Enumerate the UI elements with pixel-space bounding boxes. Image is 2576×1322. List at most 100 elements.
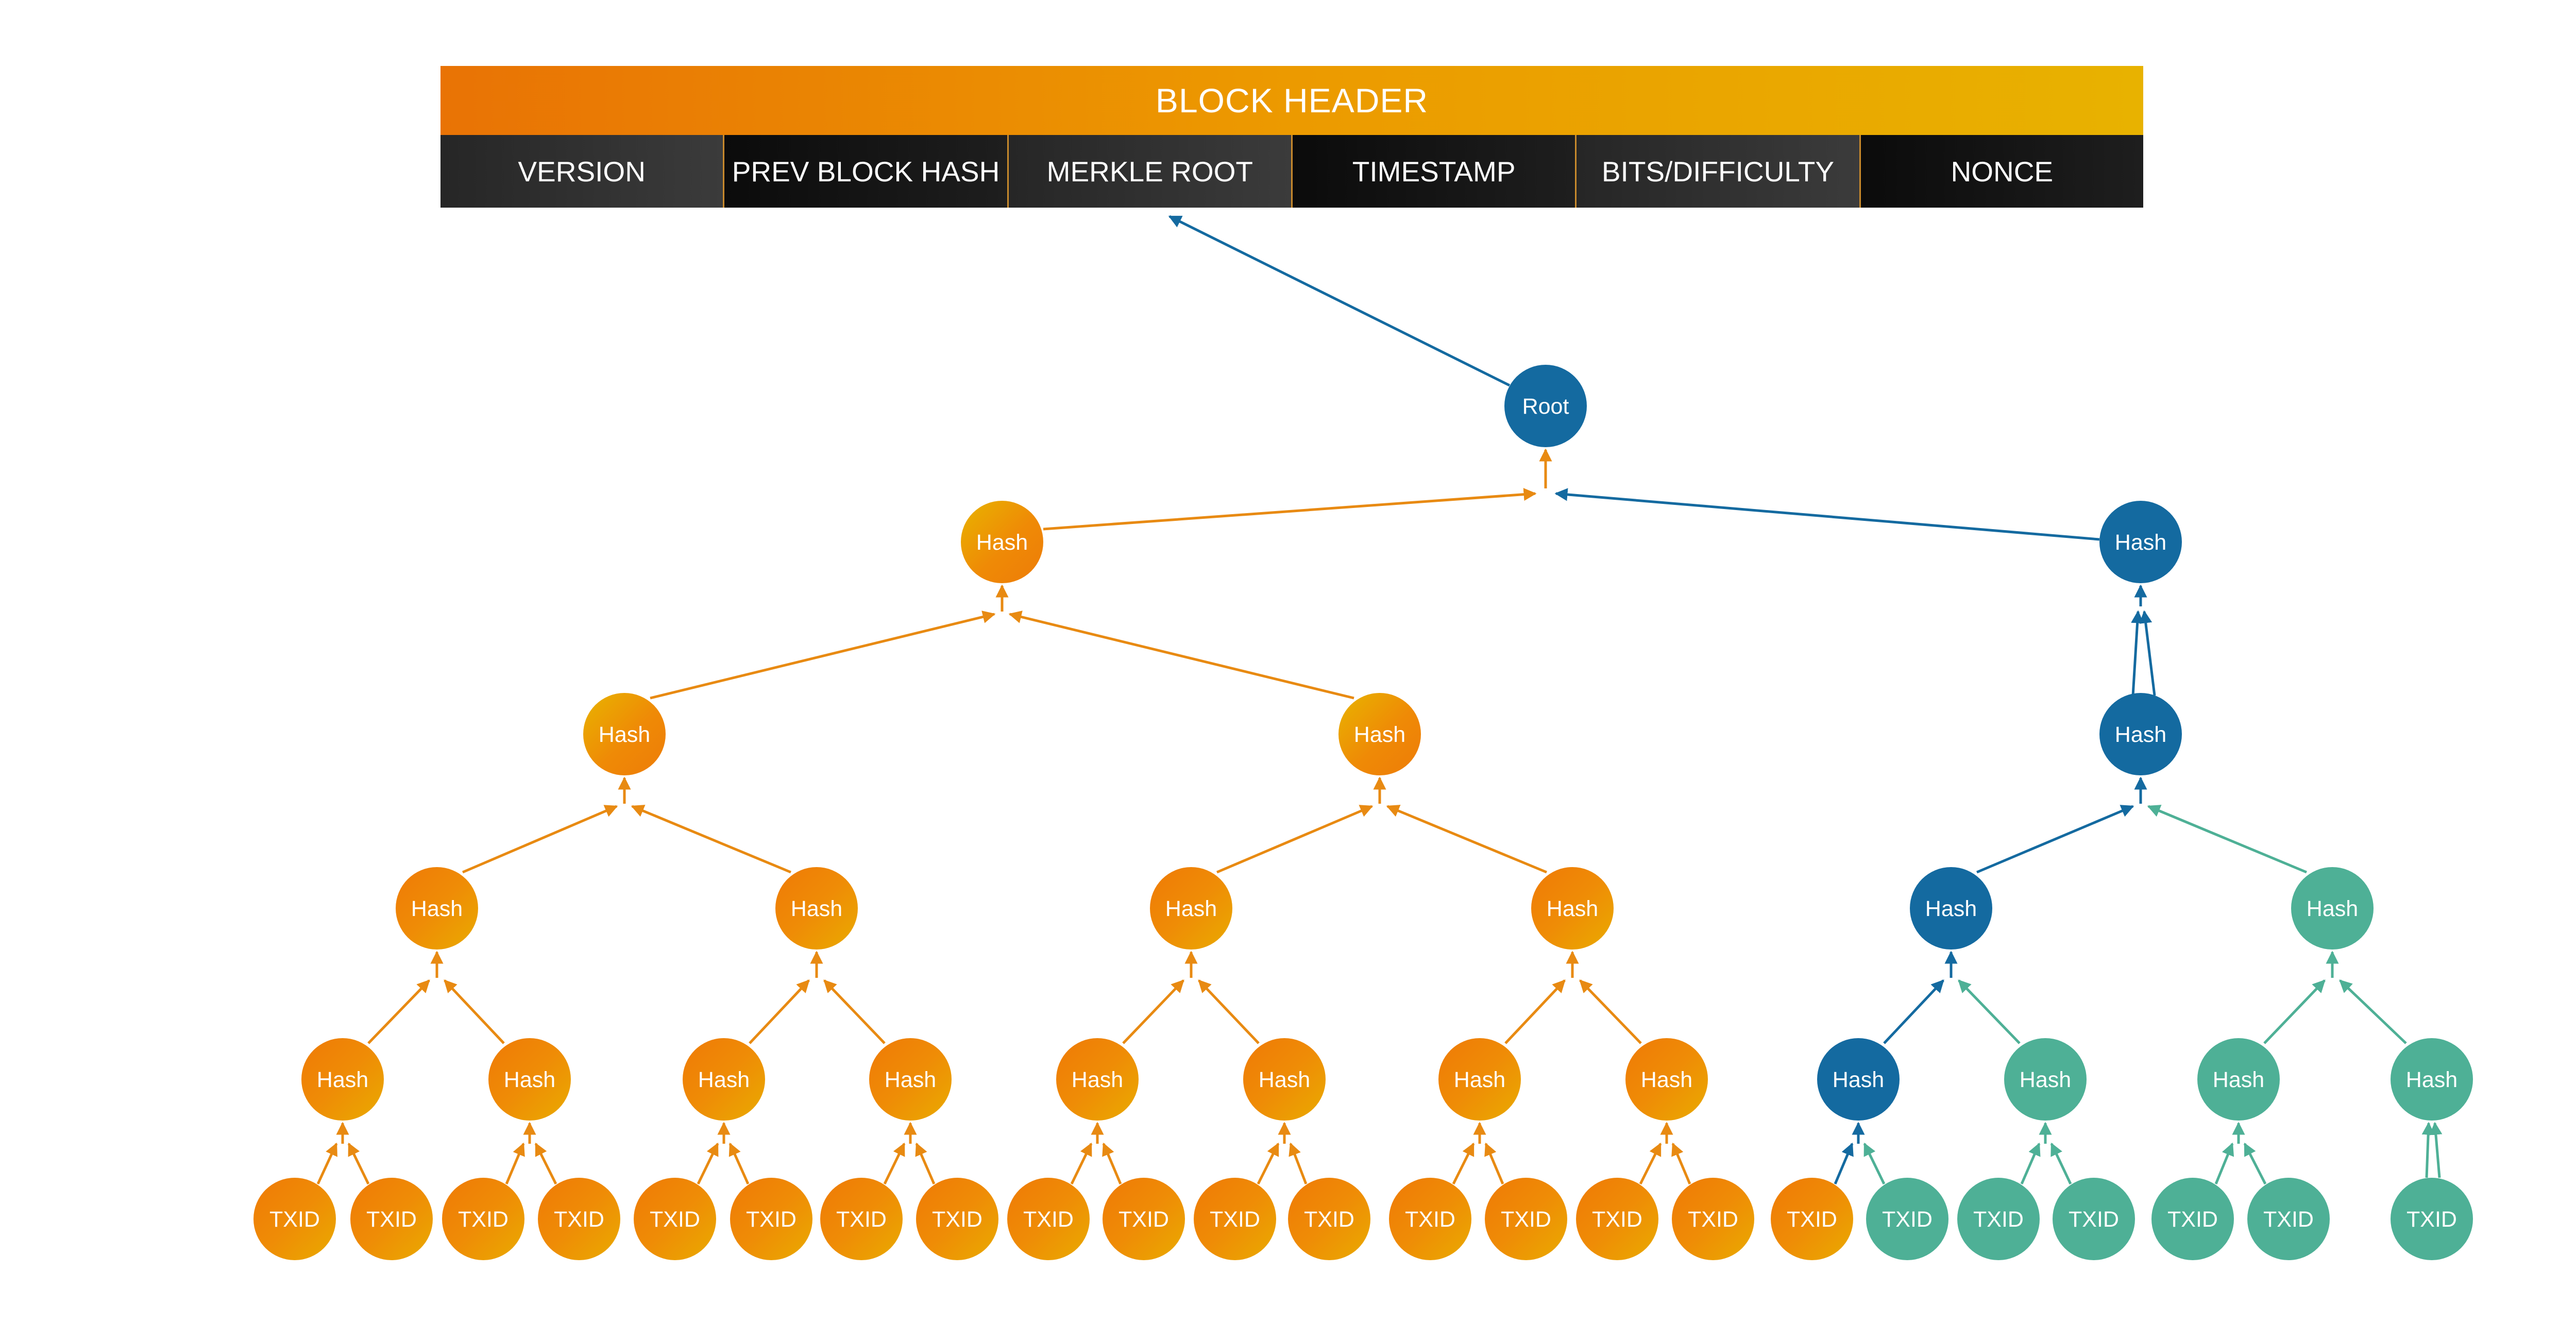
hash-l3-node-1-label: Hash [599,722,650,747]
hash-l1-node-2-circle [488,1038,571,1121]
hash-l1-node-2: Hash [488,1038,571,1121]
hash-l1-node-3-label: Hash [698,1067,750,1092]
hash-l2-node-4-label: Hash [1547,896,1598,921]
hash-l1-node-8-label: Hash [1641,1067,1692,1092]
hash-l1-node-10-circle [2004,1038,2087,1121]
hash-l3-node-1: Hash [583,693,666,775]
hash-l2-node-1-label: Hash [411,896,463,921]
txid-node-18-label: TXID [1882,1207,1933,1232]
edge-left [2214,1142,2234,1184]
txid-node-21-circle [2151,1178,2234,1260]
hash-l1-node-9-circle [1817,1038,1900,1121]
txid-node-8-circle [916,1178,998,1260]
edge-right [631,805,791,874]
txid-node-22-circle [2247,1178,2330,1260]
txid-node-2: TXID [350,1178,433,1260]
hash-l1-node-5: Hash [1056,1038,1139,1121]
txid-node-16: TXID [1672,1178,1754,1260]
txid-node-12-circle [1288,1178,1370,1260]
hash-l1-node-10-label: Hash [2020,1067,2071,1092]
hash-l1-node-8-circle [1625,1038,1708,1121]
hash-l4-node-2-circle [2099,501,2182,583]
hash-l2-node-6-label: Hash [2307,896,2358,921]
txid-node-13-circle [1389,1178,1471,1260]
hash-l4-node-1-circle [961,501,1043,583]
txid-node-21: TXID [2151,1178,2234,1260]
hash-l1-node-12-circle [2391,1038,2473,1121]
txid-node-14-circle [1485,1178,1567,1260]
edge-right [1958,979,2021,1044]
hash-l3-node-2-label: Hash [1354,722,1405,747]
field-version: VERSION [440,135,723,208]
hash-l2-node-3: Hash [1150,867,1232,950]
txid-node-1: TXID [253,1178,336,1260]
edge-right [347,1142,370,1185]
edge-right [1554,488,2100,541]
edge-left [462,805,618,874]
hash-l2-node-5: Hash [1910,867,1992,950]
txid-node-19-label: TXID [1973,1207,2024,1232]
txid-node-16-circle [1672,1178,1754,1260]
txid-node-12: TXID [1288,1178,1370,1260]
hash-l1-node-6-circle [1243,1038,1326,1121]
edge-left [1257,1142,1280,1185]
txid-node-3: TXID [442,1178,524,1260]
hash-l3-node-2-circle [1338,693,1421,775]
txid-node-5-circle [634,1178,716,1260]
edge-left [1216,805,1374,874]
edge-right [915,1142,936,1184]
txid-node-8-label: TXID [932,1207,982,1232]
hash-l1-node-5-label: Hash [1072,1067,1123,1092]
hash-l4-node-1: Hash [961,501,1043,583]
hash-l2-node-3-circle [1150,867,1232,950]
edge-right [1579,979,1642,1044]
txid-node-23: TXID [2391,1178,2473,1260]
txid-node-22-label: TXID [2263,1207,2314,1232]
hash-l2-node-3-label: Hash [1165,896,1217,921]
root-node-circle [1504,365,1587,447]
txid-node-3-circle [442,1178,524,1260]
hash-l3-node-2: Hash [1338,693,1421,775]
edge-right [2139,610,2156,696]
txid-node-18-circle [1866,1178,1948,1260]
hash-l1-node-4-label: Hash [885,1067,936,1092]
txid-node-9: TXID [1007,1178,1090,1260]
hash-l1-node-11: Hash [2197,1038,2280,1121]
hash-l3-node-3: Hash [2099,693,2182,775]
edge-right [728,1142,750,1185]
txid-node-11-circle [1194,1178,1276,1260]
hash-l2-node-2-circle [775,867,858,950]
txid-node-14-label: TXID [1501,1207,1551,1232]
txid-node-7-circle [820,1178,903,1260]
edge-left [883,1142,906,1185]
field-timestamp: TIMESTAMP [1291,135,1575,208]
txid-node-9-label: TXID [1023,1207,1074,1232]
field-merkle-root: MERKLE ROOT [1007,135,1291,208]
txid-node-16-label: TXID [1688,1207,1738,1232]
hash-l1-node-8: Hash [1625,1038,1708,1121]
hash-l2-node-5-circle [1910,867,1992,950]
hash-l3-node-3-circle [2099,693,2182,775]
field-bits-difficulty: BITS/DIFFICULTY [1575,135,1859,208]
txid-node-4-circle [538,1178,620,1260]
hash-l2-node-1-circle [396,867,478,950]
edge-right [2339,979,2407,1044]
txid-node-6-circle [730,1178,812,1260]
txid-node-5: TXID [634,1178,716,1260]
txid-node-9-circle [1007,1178,1090,1260]
tree-nodes: TXID TXID TXID TXID TXID TXID TXID TXID TXID TXID… [253,365,2473,1260]
edge-left [2131,610,2144,696]
txid-node-2-circle [350,1178,433,1260]
block-header-title: BLOCK HEADER [440,66,2143,135]
txid-node-17-label: TXID [1787,1207,1837,1232]
edge-right [1008,611,1354,700]
edge-right [1386,805,1547,874]
hash-l4-node-1-label: Hash [976,530,1028,555]
hash-l1-node-7-label: Hash [1454,1067,1505,1092]
hash-l1-node-10: Hash [2004,1038,2087,1121]
txid-node-12-label: TXID [1304,1207,1354,1232]
txid-node-15: TXID [1576,1178,1658,1260]
txid-node-14: TXID [1485,1178,1567,1260]
hash-l1-node-9: Hash [1817,1038,1900,1121]
txid-node-7-label: TXID [836,1207,887,1232]
